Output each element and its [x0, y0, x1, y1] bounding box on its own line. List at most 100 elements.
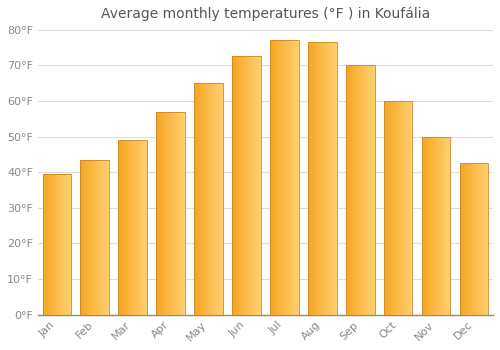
Bar	[94, 160, 96, 315]
Bar	[479, 163, 480, 315]
Bar	[485, 163, 486, 315]
Bar	[102, 160, 103, 315]
Bar	[246, 56, 247, 315]
Bar	[126, 140, 127, 315]
Bar	[283, 40, 284, 315]
Bar	[245, 56, 246, 315]
Bar	[362, 65, 363, 315]
Bar	[163, 112, 164, 315]
Bar	[89, 160, 90, 315]
Bar	[295, 40, 296, 315]
Bar	[400, 101, 401, 315]
Bar	[397, 101, 398, 315]
Bar	[234, 56, 235, 315]
Bar	[335, 42, 336, 315]
Bar	[292, 40, 293, 315]
Bar	[218, 83, 219, 315]
Bar	[486, 163, 487, 315]
Bar	[166, 112, 167, 315]
Bar	[48, 174, 49, 315]
Bar	[127, 140, 128, 315]
Bar	[328, 42, 330, 315]
Bar	[47, 174, 48, 315]
Bar	[398, 101, 399, 315]
Bar	[346, 65, 374, 315]
Bar	[437, 136, 438, 315]
Bar	[403, 101, 404, 315]
Bar	[369, 65, 370, 315]
Bar	[124, 140, 125, 315]
Bar	[49, 174, 50, 315]
Bar	[331, 42, 332, 315]
Bar	[142, 140, 144, 315]
Bar	[474, 163, 475, 315]
Bar	[326, 42, 328, 315]
Bar	[425, 136, 426, 315]
Bar	[271, 40, 272, 315]
Bar	[270, 40, 271, 315]
Bar	[404, 101, 406, 315]
Bar	[438, 136, 439, 315]
Bar	[270, 40, 298, 315]
Bar	[287, 40, 288, 315]
Bar	[308, 42, 336, 315]
Bar	[469, 163, 470, 315]
Bar	[353, 65, 354, 315]
Bar	[313, 42, 314, 315]
Bar	[210, 83, 212, 315]
Bar	[360, 65, 361, 315]
Bar	[310, 42, 311, 315]
Bar	[352, 65, 353, 315]
Bar	[129, 140, 130, 315]
Bar	[165, 112, 166, 315]
Bar	[235, 56, 236, 315]
Bar	[162, 112, 163, 315]
Bar	[465, 163, 466, 315]
Bar	[272, 40, 273, 315]
Bar	[372, 65, 373, 315]
Bar	[280, 40, 281, 315]
Bar	[394, 101, 396, 315]
Bar	[368, 65, 369, 315]
Bar	[448, 136, 449, 315]
Bar	[439, 136, 440, 315]
Bar	[205, 83, 206, 315]
Bar	[57, 174, 58, 315]
Bar	[410, 101, 411, 315]
Bar	[176, 112, 177, 315]
Title: Average monthly temperatures (°F ) in Koufália: Average monthly temperatures (°F ) in Ko…	[101, 7, 430, 21]
Bar	[325, 42, 326, 315]
Bar	[316, 42, 318, 315]
Bar	[214, 83, 215, 315]
Bar	[444, 136, 446, 315]
Bar	[354, 65, 356, 315]
Bar	[132, 140, 134, 315]
Bar	[170, 112, 172, 315]
Bar	[361, 65, 362, 315]
Bar	[101, 160, 102, 315]
Bar	[424, 136, 425, 315]
Bar	[220, 83, 222, 315]
Bar	[285, 40, 286, 315]
Bar	[476, 163, 477, 315]
Bar	[61, 174, 62, 315]
Bar	[169, 112, 170, 315]
Bar	[100, 160, 101, 315]
Bar	[428, 136, 429, 315]
Bar	[430, 136, 431, 315]
Bar	[467, 163, 468, 315]
Bar	[206, 83, 207, 315]
Bar	[427, 136, 428, 315]
Bar	[460, 163, 488, 315]
Bar	[216, 83, 217, 315]
Bar	[217, 83, 218, 315]
Bar	[146, 140, 147, 315]
Bar	[212, 83, 213, 315]
Bar	[222, 83, 223, 315]
Bar	[242, 56, 243, 315]
Bar	[175, 112, 176, 315]
Bar	[406, 101, 408, 315]
Bar	[288, 40, 290, 315]
Bar	[384, 101, 386, 315]
Bar	[359, 65, 360, 315]
